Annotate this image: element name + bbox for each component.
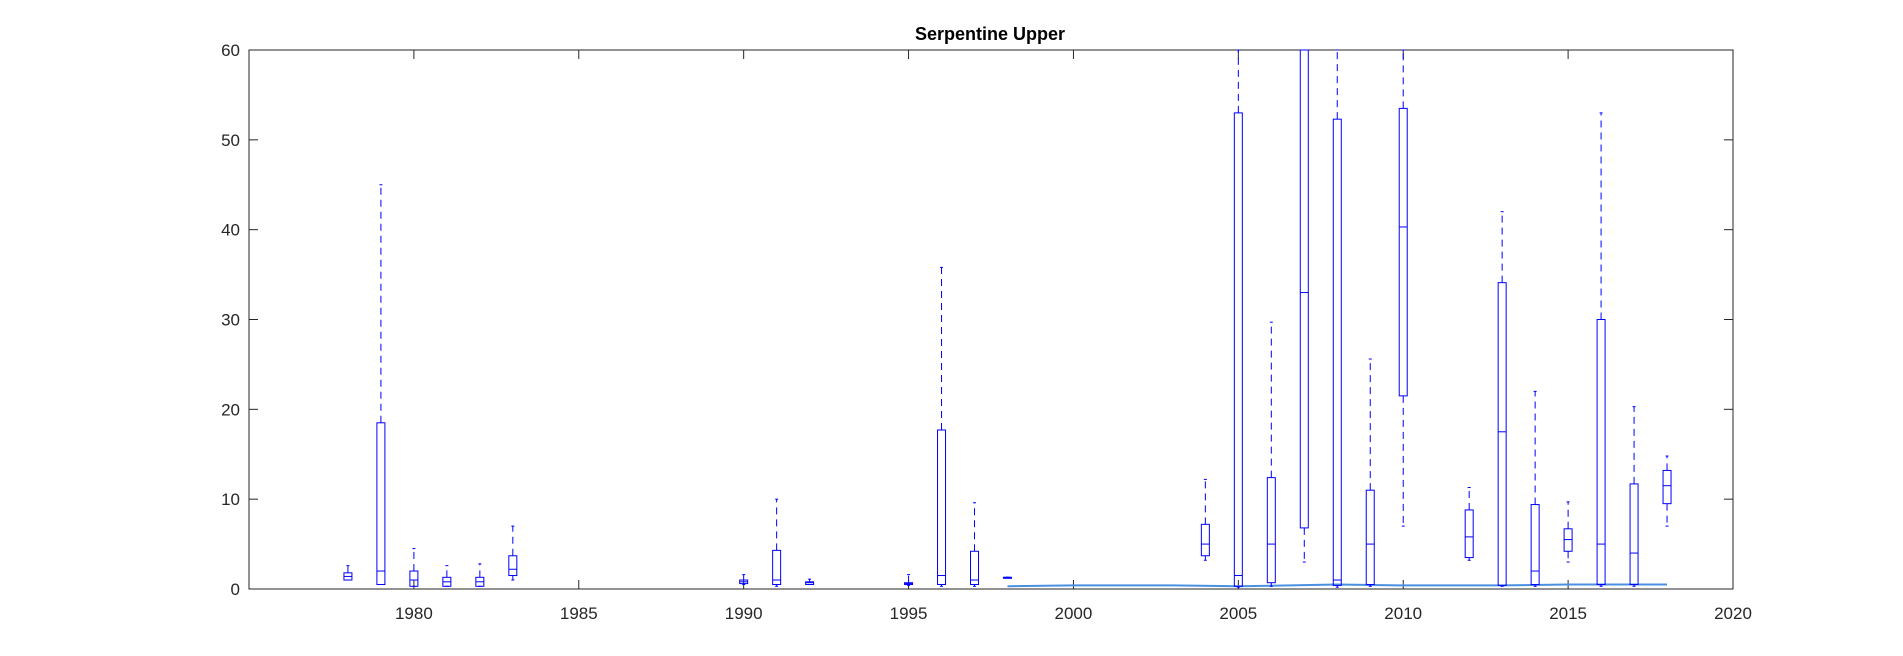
box-body xyxy=(1629,483,1639,586)
x-tick-label: 2000 xyxy=(1055,604,1093,623)
axes-frame xyxy=(248,49,1734,590)
box-body xyxy=(1530,504,1540,586)
box-body xyxy=(1365,489,1375,586)
x-tick-label: 2015 xyxy=(1549,604,1587,623)
box-body xyxy=(1464,509,1474,559)
box-body xyxy=(772,549,782,586)
plot-area: 0 10 20 30 40 50 60 1980 1985 1990 1995 2000 2005 201… xyxy=(221,41,1752,623)
box-body xyxy=(1398,107,1408,397)
x-tick-label: 2005 xyxy=(1219,604,1257,623)
trend-line xyxy=(1007,583,1667,588)
box-body xyxy=(937,429,947,586)
box-body xyxy=(1266,477,1276,584)
x-tick-label: 1980 xyxy=(395,604,433,623)
y-tick-label: 20 xyxy=(221,400,240,419)
x-tick-label: 1985 xyxy=(560,604,598,623)
y-tick-label: 10 xyxy=(221,490,240,509)
box-body xyxy=(1233,112,1243,587)
y-tick-label: 0 xyxy=(231,580,240,599)
box-body xyxy=(1662,469,1672,505)
box-body xyxy=(1200,523,1210,557)
box-body xyxy=(1596,319,1606,586)
box-body xyxy=(1497,282,1507,586)
x-tick-label: 2020 xyxy=(1714,604,1752,623)
y-tick-label: 40 xyxy=(221,221,240,240)
box-body xyxy=(376,422,386,586)
y-tick-label: 30 xyxy=(221,311,240,330)
box-body xyxy=(970,550,980,586)
box-body xyxy=(1299,49,1309,529)
box-body xyxy=(1332,118,1342,586)
y-tick-label: 60 xyxy=(221,41,240,60)
x-tick-label: 1995 xyxy=(890,604,928,623)
y-tick-label: 50 xyxy=(221,131,240,150)
x-tick-label: 2010 xyxy=(1384,604,1422,623)
box-body xyxy=(409,570,419,587)
chart-title: Serpentine Upper xyxy=(915,24,1065,44)
x-tick-label: 1990 xyxy=(725,604,763,623)
box-body xyxy=(508,555,518,577)
